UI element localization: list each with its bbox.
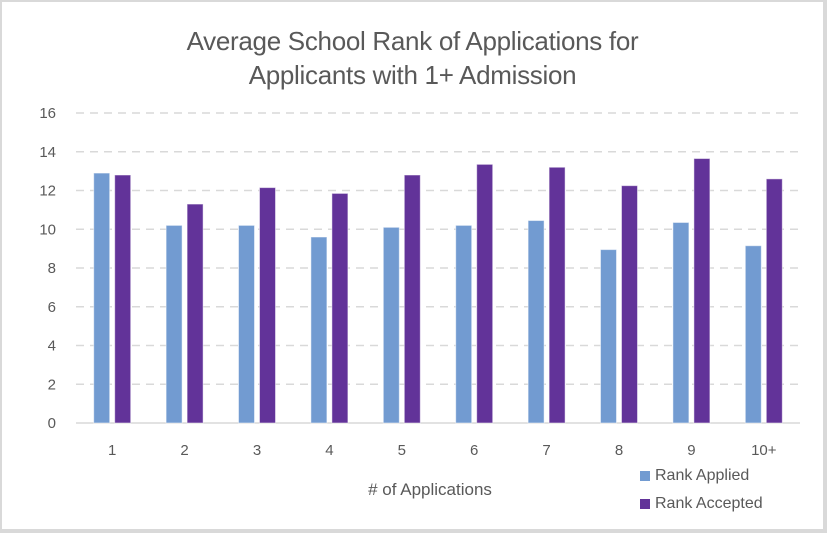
- bar-rank-accepted: [476, 163, 494, 424]
- bar-rank-applied: [455, 224, 473, 424]
- bar-rank-accepted: [114, 174, 132, 424]
- legend-item-rank-applied: Rank Applied: [640, 462, 763, 490]
- x-axis-title: # of Applications: [368, 480, 492, 499]
- bar-rank-applied: [165, 224, 183, 424]
- x-tick-label: 3: [253, 442, 261, 459]
- y-tick-label: 0: [48, 415, 56, 432]
- legend-swatch-rank-accepted: [640, 499, 650, 509]
- y-tick-label: 2: [48, 376, 56, 393]
- bar-rank-applied: [672, 221, 690, 424]
- legend-label-rank-applied: Rank Applied: [655, 467, 750, 484]
- y-tick-label: 6: [48, 299, 56, 316]
- y-tick-label: 8: [48, 260, 56, 277]
- y-tick-label: 12: [39, 183, 56, 200]
- legend-swatch-rank-applied: [640, 471, 650, 481]
- chart-title-line-1: Average School Rank of Applications for: [186, 26, 639, 56]
- bar-rank-accepted: [259, 187, 276, 424]
- x-tick-label: 10+: [751, 442, 777, 459]
- y-tick-label: 4: [48, 338, 56, 355]
- chart-title: Average School Rank of Applications for …: [2, 24, 823, 92]
- legend: Rank Applied Rank Accepted: [640, 462, 763, 518]
- legend-item-rank-accepted: Rank Accepted: [640, 490, 763, 518]
- x-tick-label: 7: [542, 442, 550, 459]
- bar-rank-applied: [744, 245, 762, 424]
- legend-label-rank-accepted: Rank Accepted: [655, 495, 763, 512]
- y-tick-label: 14: [39, 144, 56, 161]
- x-tick-label: 4: [325, 442, 333, 459]
- bar-rank-applied: [93, 172, 111, 424]
- bar-rank-applied: [310, 236, 328, 424]
- bar-rank-accepted: [765, 178, 783, 424]
- chart-title-line-2: Applicants with 1+ Admission: [248, 60, 577, 90]
- bar-rank-applied: [527, 220, 545, 424]
- x-tick-label: 2: [180, 442, 188, 459]
- x-tick-label: 6: [470, 442, 478, 459]
- bar-rank-accepted: [403, 174, 421, 424]
- y-tick-label: 10: [39, 221, 56, 238]
- x-tick-label: 8: [615, 442, 623, 459]
- bar-rank-applied: [238, 224, 255, 424]
- x-tick-label: 5: [398, 442, 406, 459]
- bar-rank-accepted: [186, 203, 204, 424]
- bar-rank-applied: [382, 226, 400, 424]
- bar-rank-accepted: [548, 166, 566, 424]
- bar-rank-accepted: [621, 185, 638, 424]
- bar-rank-accepted: [331, 192, 349, 424]
- bar-rank-applied: [600, 249, 617, 424]
- y-tick-label: 16: [39, 105, 56, 122]
- bar-rank-accepted: [693, 158, 711, 424]
- x-tick-label: 9: [687, 442, 695, 459]
- x-tick-label: 1: [108, 442, 116, 459]
